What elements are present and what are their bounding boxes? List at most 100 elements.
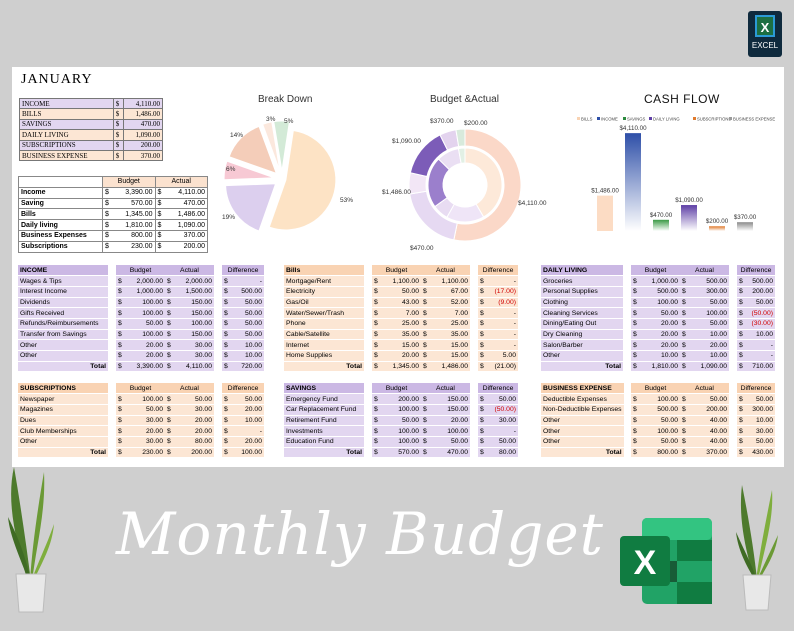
line-item-label: Groceries (541, 275, 623, 287)
actual-value: 470.00 (429, 447, 470, 459)
difference-header: Difference (222, 383, 264, 395)
actual-value: 100.00 (173, 318, 214, 330)
budget-actual-column: Budget Actual $ 100.00 $ 50.00 $ 500.00 $… (631, 383, 729, 459)
budget-value: 25.00 (380, 318, 421, 330)
currency-symbol: $ (680, 329, 688, 341)
currency-symbol: $ (737, 286, 745, 298)
actual-value: 50.00 (429, 436, 470, 448)
currency-symbol: $ (116, 404, 124, 416)
actual-value: 200.00 (173, 447, 214, 459)
difference-value: 50.00 (745, 393, 775, 405)
difference-column: Difference $ 50.00 $ (50.00) $ 30.00 $ -… (478, 383, 518, 459)
currency-symbol: $ (421, 404, 429, 416)
actual-value: 2,000.00 (173, 275, 214, 287)
budget-value: 50.00 (124, 404, 165, 416)
currency-symbol: $ (737, 361, 745, 373)
currency-symbol: $ (478, 436, 486, 448)
budget-header: Budget (116, 265, 165, 277)
excel-icon: X (755, 15, 775, 37)
plant-right-decoration (736, 485, 778, 611)
excel-badge-label: EXCEL (751, 41, 779, 50)
actual-value: 50.00 (173, 393, 214, 405)
currency-symbol: $ (372, 425, 380, 437)
difference-value: - (486, 307, 518, 319)
currency-symbol: $ (165, 275, 173, 287)
actual-header: Actual (421, 383, 470, 395)
currency-symbol: $ (631, 393, 639, 405)
currency-symbol: $ (101, 186, 111, 199)
line-item-label: Home Supplies (284, 350, 364, 362)
currency-symbol: $ (631, 297, 639, 309)
actual-value: 300.00 (688, 286, 729, 298)
pie-slice (262, 121, 281, 172)
budget-value: 100.00 (380, 425, 421, 437)
currency-symbol: $ (737, 415, 745, 427)
budget-actual-column: Budget Actual $ 200.00 $ 150.00 $ 100.00 … (372, 383, 470, 459)
line-item-label: Electricity (284, 286, 364, 298)
actual-value: 1,486.00 (163, 208, 209, 221)
currency-symbol: $ (101, 197, 111, 210)
actual-value: 200.00 (688, 404, 729, 416)
budget-header: Budget (116, 383, 165, 395)
actual-value: 30.00 (173, 350, 214, 362)
actual-value: 1,486.00 (429, 361, 470, 373)
actual-value: 500.00 (688, 275, 729, 287)
currency-symbol: $ (737, 436, 745, 448)
difference-header: Difference (478, 383, 518, 395)
currency-symbol: $ (116, 275, 124, 287)
currency-symbol: $ (421, 275, 429, 287)
currency-symbol: $ (116, 415, 124, 427)
difference-column: Difference $ 50.00 $ 20.00 $ 10.00 $ - $… (222, 383, 264, 459)
line-item-label: Water/Sewer/Trash (284, 307, 364, 319)
legend-swatch (649, 117, 652, 120)
block-title: Bills (284, 265, 364, 277)
donut-segment (457, 147, 466, 164)
donut-segment (464, 147, 503, 218)
currency-symbol: $ (372, 361, 380, 373)
currency-symbol: $ (165, 393, 173, 405)
currency-symbol: $ (421, 350, 429, 362)
currency-symbol: $ (478, 307, 486, 319)
line-item-label: Emergency Fund (284, 393, 364, 405)
total-label: Total (284, 361, 364, 373)
currency-symbol: $ (222, 339, 230, 351)
currency-symbol: $ (222, 361, 230, 373)
pie-slice-label: 3% (266, 116, 276, 123)
difference-value: (30.00) (745, 318, 775, 330)
pie-slice (228, 125, 278, 175)
summary-row: Saving $ 570.00 $ 470.00 (18, 197, 209, 210)
charts-canvas: 53% 19% 6% 14% 3% 5% $370.00 $200.00 $1,090.00 $1… (222, 116, 775, 252)
difference-value: 30.00 (486, 415, 518, 427)
currency-symbol: $ (222, 297, 230, 309)
line-item-label: Dues (18, 415, 108, 427)
category-total-row: BUSINESS EXPENSE $ 370.00 (19, 149, 164, 162)
currency-symbol: $ (737, 339, 745, 351)
budget-value: 800.00 (639, 447, 680, 459)
legend-label: BILLS (581, 117, 593, 122)
block-title: DAILY LIVING (541, 265, 623, 277)
budget-actual-column: Budget Actual $ 2,000.00 $ 2,000.00 $ 1,0… (116, 265, 214, 373)
line-item-label: Newspaper (18, 393, 108, 405)
legend-label: SAVINGS (627, 117, 646, 122)
block-title: BUSINESS EXPENSE (541, 383, 624, 395)
actual-value: 35.00 (429, 329, 470, 341)
currency-symbol: $ (165, 415, 173, 427)
currency-symbol: $ (222, 415, 230, 427)
legend-swatch (577, 117, 580, 120)
pie-slice-label: 19% (222, 214, 235, 221)
actual-value: 15.00 (429, 339, 470, 351)
donut-value-label: $4,110.00 (518, 200, 547, 207)
budget-value: 20.00 (124, 339, 165, 351)
difference-value: 10.00 (230, 350, 264, 362)
currency-symbol: $ (165, 436, 173, 448)
currency-symbol: $ (101, 240, 111, 253)
cashflow-bar-label: $1,486.00 (591, 188, 619, 195)
budget-value: 100.00 (380, 404, 421, 416)
category-column: Bills Mortgage/Rent Electricity Gas/Oil Wate… (284, 265, 364, 373)
currency-symbol: $ (478, 415, 486, 427)
currency-symbol: $ (478, 339, 486, 351)
actual-value: 80.00 (173, 436, 214, 448)
currency-symbol: $ (101, 219, 111, 231)
line-item-label: Other (18, 436, 108, 448)
excel-logo-letter: X (634, 544, 657, 582)
